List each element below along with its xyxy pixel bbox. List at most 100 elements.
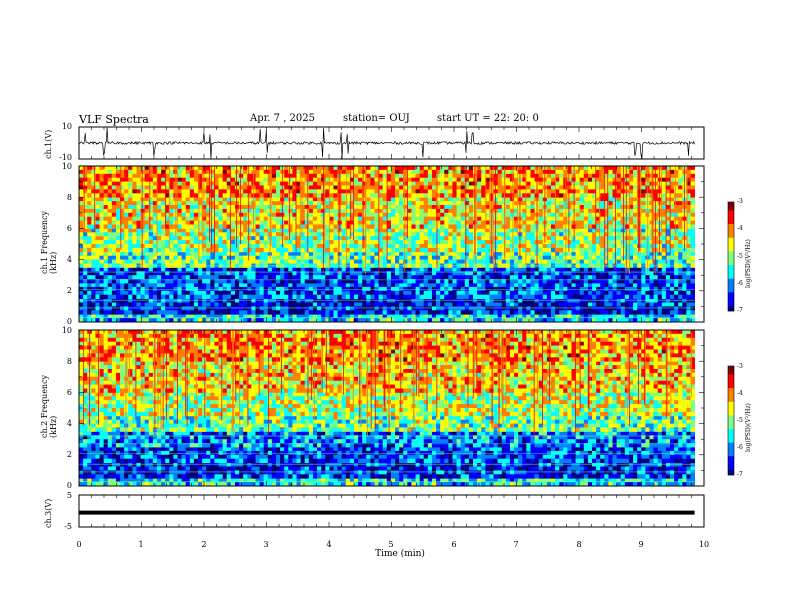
spectrogram-cell (304, 236, 310, 241)
spectrogram-cell (444, 259, 449, 264)
spectrogram-cell (505, 267, 511, 272)
spectrogram-cell (308, 279, 314, 284)
spectrogram-cell (431, 290, 437, 296)
spectrogram-cell (485, 236, 490, 241)
spectrogram-cell (427, 240, 433, 245)
spectrogram-cell (341, 318, 347, 323)
spectrogram-cell (608, 240, 613, 245)
spectrogram-cell (276, 228, 281, 233)
spectrogram-cell (608, 166, 613, 171)
spectrogram-cell (686, 166, 691, 171)
spectrogram-cell (161, 220, 166, 225)
spectrogram-cell (423, 306, 429, 311)
spectrogram-cell (132, 247, 137, 253)
spectrogram-cell (604, 267, 609, 272)
spectrogram-cell (152, 259, 158, 264)
spectrogram-cell (144, 212, 150, 218)
spectrogram-cell (526, 310, 531, 315)
spectrogram-cell (616, 240, 622, 245)
spectrogram-cell (198, 314, 203, 319)
spectrogram-cell (341, 244, 347, 249)
spectrogram-cell (395, 302, 400, 307)
spectrogram-cell (214, 298, 219, 303)
spectrogram-cell (436, 212, 441, 218)
spectrogram-cell (604, 251, 609, 257)
spectrogram-cell (497, 314, 503, 319)
spectrogram-cell (210, 279, 215, 284)
spectrogram-cell (682, 310, 687, 315)
spectrogram-cell (181, 275, 187, 280)
spectrogram-cell (103, 205, 109, 210)
spectrogram-cell (624, 212, 630, 218)
spectrogram-cell (358, 201, 363, 206)
spectrogram-cell (633, 166, 638, 171)
spectrogram-cell (276, 236, 281, 241)
spectrogram-cell (193, 197, 199, 202)
spectrogram-cell (518, 275, 523, 280)
spectrogram-cell (312, 314, 318, 319)
spectrogram-cell (645, 306, 650, 311)
spectrogram-cell (534, 314, 540, 319)
spectrogram-cell (657, 255, 663, 260)
spectrogram-cell (259, 212, 265, 218)
spectrogram-cell (567, 267, 572, 272)
spectrogram-cell (460, 228, 466, 233)
spectrogram-cell (148, 302, 154, 307)
spectrogram-cell (181, 302, 187, 307)
spectrogram-cell (120, 247, 125, 253)
spectrogram-cell (148, 166, 154, 171)
spectrogram-cell (616, 302, 622, 307)
spectrogram-cell (686, 314, 691, 319)
spectrogram-cell (345, 244, 351, 249)
spectrogram-cell (481, 212, 486, 218)
spectrogram-cell (349, 224, 355, 229)
spectrogram-cell (546, 212, 552, 218)
spectrogram-cell (641, 220, 646, 225)
spectrogram-cell (247, 314, 252, 319)
spectrogram-cell (284, 314, 289, 319)
spectrogram-cell (538, 314, 544, 319)
spectrogram-cell (255, 236, 260, 241)
spectrogram-cell (608, 247, 613, 253)
spectrogram-cell (674, 232, 679, 237)
spectrogram-cell (304, 166, 310, 171)
spectrogram-cell (222, 275, 228, 280)
spectrogram-cell (386, 310, 392, 315)
spectrogram-cell (620, 201, 626, 206)
spectrogram-cell (464, 314, 470, 319)
spectrogram-cell (177, 232, 182, 237)
spectrogram-cell (444, 216, 449, 221)
spectrogram-cell (575, 294, 581, 299)
spectrogram-cell (259, 197, 265, 202)
spectrogram-cell (518, 294, 523, 299)
spectrogram-cell (276, 255, 281, 260)
spectrogram-cell (579, 290, 585, 296)
spectrogram-cell (592, 251, 597, 257)
spectrogram-cell (267, 298, 273, 303)
spectrogram-cell (185, 244, 191, 249)
spectrogram-cell (99, 255, 105, 260)
spectrogram-cell (600, 267, 605, 272)
spectrogram-cell (678, 279, 683, 284)
spectrogram-cell (325, 244, 330, 249)
spectrogram-cell (321, 298, 326, 303)
spectrogram-cell (386, 212, 392, 218)
spectrogram-cell (382, 197, 388, 202)
spectrogram-cell (612, 205, 618, 210)
spectrogram-cell (87, 302, 92, 307)
spectrogram-cell (628, 224, 634, 229)
spectrogram-cell (251, 318, 256, 323)
spectrogram-cell (686, 267, 691, 272)
spectrogram-cell (267, 310, 273, 315)
spectrogram-cell (263, 294, 269, 299)
spectrogram-cell (206, 314, 211, 319)
spectrogram-cell (358, 224, 363, 229)
spectrogram-cell (267, 290, 273, 296)
spectrogram-cell (288, 271, 293, 276)
spectrogram-cell (341, 294, 347, 299)
spectrogram-cell (440, 197, 445, 202)
spectrogram-cell (325, 240, 330, 245)
spectrogram-cell (481, 166, 486, 171)
spectrogram-cell (193, 236, 199, 241)
spectrogram-cell (374, 240, 379, 245)
